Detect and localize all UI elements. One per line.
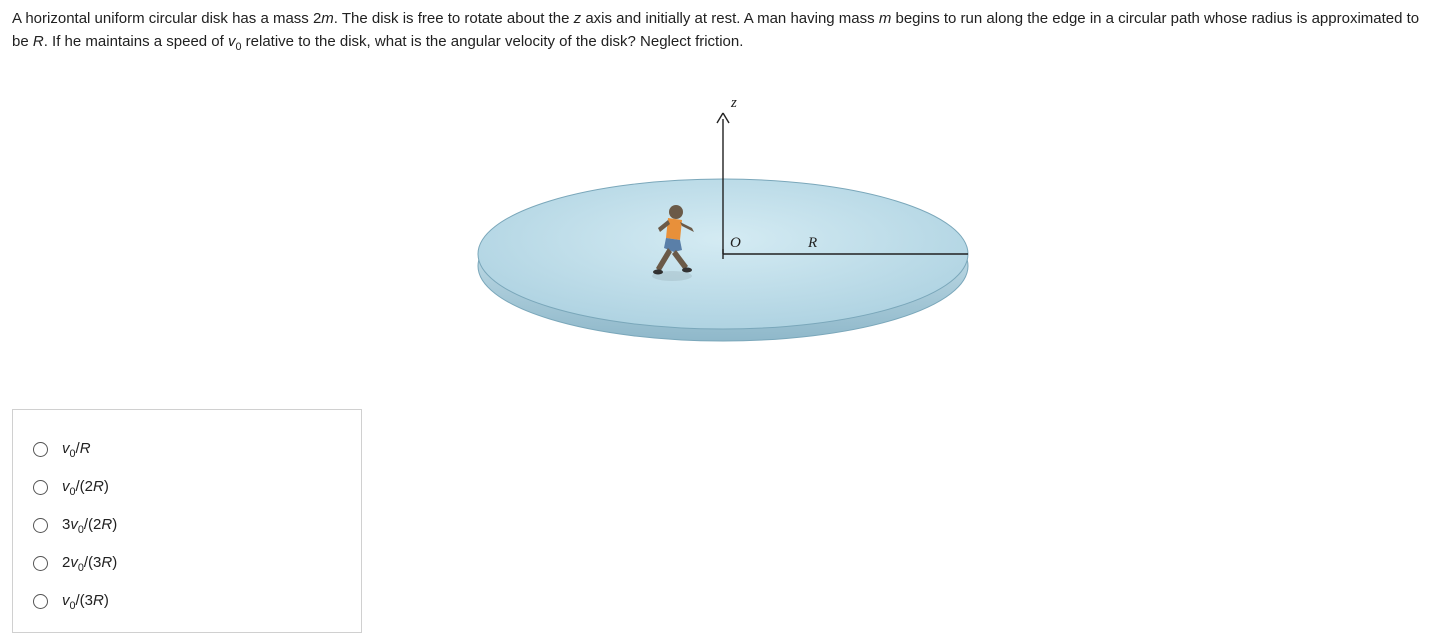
option-c[interactable]: 3v0/(2R) — [33, 516, 341, 536]
radio-icon[interactable] — [33, 442, 48, 457]
radio-icon[interactable] — [33, 556, 48, 571]
figure-container: z O R — [12, 79, 1433, 379]
radio-icon[interactable] — [33, 480, 48, 495]
radio-icon[interactable] — [33, 518, 48, 533]
disk-diagram: z O R — [463, 79, 983, 379]
option-b[interactable]: v0/(2R) — [33, 478, 341, 498]
option-label: 2v0/(3R) — [62, 554, 117, 574]
option-label: v0/(3R) — [62, 592, 109, 612]
radio-icon[interactable] — [33, 594, 48, 609]
option-label: 3v0/(2R) — [62, 516, 117, 536]
answer-options-panel: v0/R v0/(2R) 3v0/(2R) 2v0/(3R) v0/(3R) — [12, 409, 362, 633]
question-text: A horizontal uniform circular disk has a… — [12, 8, 1433, 55]
option-a[interactable]: v0/R — [33, 440, 341, 460]
radius-label: R — [807, 235, 817, 251]
option-d[interactable]: 2v0/(3R) — [33, 554, 341, 574]
option-label: v0/(2R) — [62, 478, 109, 498]
origin-label: O — [730, 235, 741, 251]
z-axis-label: z — [730, 95, 737, 111]
option-e[interactable]: v0/(3R) — [33, 592, 341, 612]
option-label: v0/R — [62, 440, 91, 460]
